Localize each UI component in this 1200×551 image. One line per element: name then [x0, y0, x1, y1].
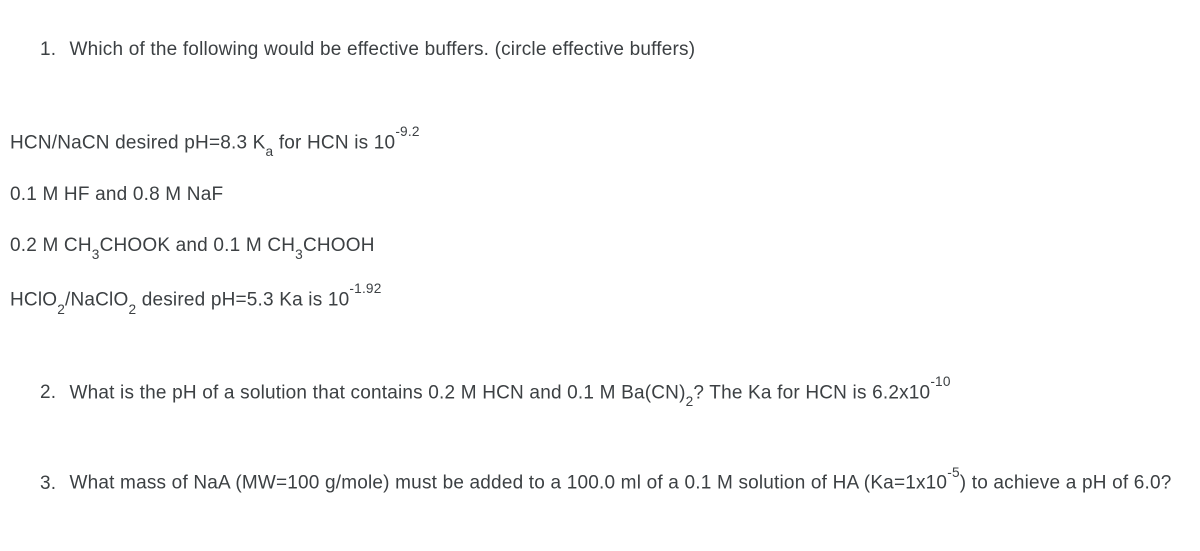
opt3-sub1: 3	[92, 247, 100, 262]
question-1-number: 1.	[40, 36, 64, 65]
opt1-prefix: HCN/NaCN desired pH=8.3 K	[10, 132, 266, 153]
opt4-sub2: 2	[128, 302, 136, 317]
option-hclo2-naclo2: HClO2/NaClO2 desired pH=5.3 Ka is 10-1.9…	[10, 284, 1190, 317]
q3-part1: What mass of NaA (MW=100 g/mole) must be…	[69, 473, 947, 494]
opt1-mid: for HCN is 10	[273, 132, 395, 153]
q2-part1: What is the pH of a solution that contai…	[69, 382, 685, 403]
opt3-p1: 0.2 M CH	[10, 235, 92, 256]
question-1-text: Which of the following would be effectiv…	[69, 39, 695, 60]
question-3-number: 3.	[40, 470, 64, 499]
option-hcn-nacn: HCN/NaCN desired pH=8.3 Ka for HCN is 10…	[10, 127, 1190, 160]
chemistry-problem-sheet: 1. Which of the following would be effec…	[0, 0, 1200, 508]
opt4-p1: HClO	[10, 289, 57, 310]
opt4-sub1: 2	[57, 302, 65, 317]
opt2-text: 0.1 M HF and 0.8 M NaF	[10, 184, 223, 205]
q3-sup: -5	[947, 465, 960, 480]
question-1-prompt: 1. Which of the following would be effec…	[10, 36, 1190, 65]
opt1-sup: -9.2	[395, 124, 419, 139]
option-ch3chook: 0.2 M CH3CHOOK and 0.1 M CH3CHOOH	[10, 232, 1190, 262]
opt3-p2: CHOOK and 0.1 M CH	[100, 235, 296, 256]
opt3-p3: CHOOH	[303, 235, 375, 256]
q3-part2: ) to achieve a pH of 6.0?	[960, 473, 1172, 494]
opt4-p2: /NaClO	[65, 289, 128, 310]
question-3: 3. What mass of NaA (MW=100 g/mole) must…	[10, 467, 1190, 498]
opt4-p3: desired pH=5.3 Ka is 10	[136, 289, 349, 310]
q2-sub1: 2	[686, 394, 694, 409]
question-2-number: 2.	[40, 379, 64, 408]
option-hf-naf: 0.1 M HF and 0.8 M NaF	[10, 181, 1190, 210]
opt3-sub2: 3	[295, 247, 303, 262]
question-2: 2. What is the pH of a solution that con…	[10, 377, 1190, 410]
question-1-options: HCN/NaCN desired pH=8.3 Ka for HCN is 10…	[10, 127, 1190, 317]
q2-sup: -10	[930, 374, 950, 389]
opt1-ka-sub: a	[266, 144, 274, 159]
q2-part2: ? The Ka for HCN is 6.2x10	[693, 382, 930, 403]
opt4-sup: -1.92	[349, 281, 381, 296]
